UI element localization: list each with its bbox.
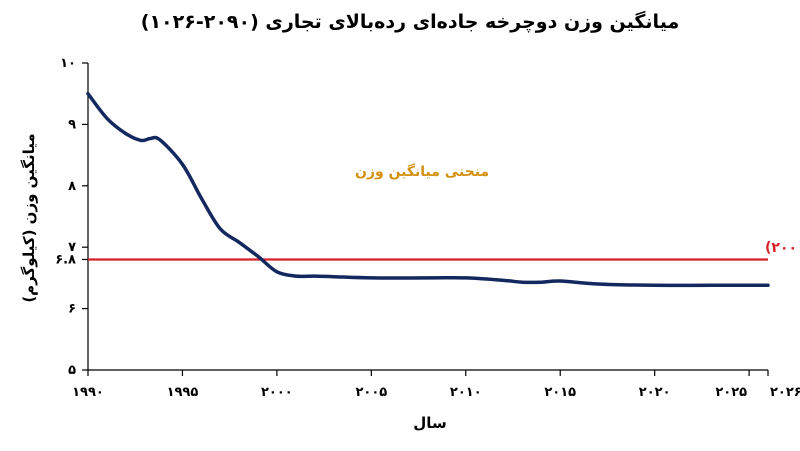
x-tick-label: ۲۰۲۵ (715, 385, 747, 400)
y-tick-label: ۹ (68, 117, 76, 132)
reference-line-label: محدودیت ثابت UCI (۶.۸ کیلوگرم از ۲۰۰۰) (765, 239, 800, 256)
y-tick-label: ۷ (68, 240, 76, 255)
axes: ۵ ۶ ۶.۸۷ ۸ ۹ ۱۰ ۱۹۹۰ ۱۹۹۵ ۲۰۰۰ ۲۰۰۵ ۲۰۱۰ ۲۰۱۵ ۲۰۲۰ ۲۰… (55, 56, 800, 400)
x-tick-label: ۲۰۰۵ (355, 385, 387, 400)
x-tick-label: ۲۰۲۰ (639, 385, 671, 400)
y-tick-label: ۱۰ (60, 56, 76, 71)
x-tick-label: ۲۰۱۰ (450, 385, 482, 400)
y-tick-label: ۶ (68, 302, 76, 317)
curve-annotation: منحنی میانگین وزن (355, 163, 489, 180)
x-tick-label: ۲۰۱۵ (544, 385, 576, 400)
y-tick-label: ۶.۸ (55, 252, 76, 267)
x-tick-label: ۱۹۹۵ (167, 385, 199, 400)
y-axis-label: میانگین وزن (کیلوگرم) (20, 133, 38, 302)
series-line (86, 91, 770, 288)
x-tick-label: ۲۰۲۶ (770, 385, 800, 400)
x-tick-label: ۱۹۹۰ (72, 385, 104, 400)
x-axis-label: سال (413, 414, 446, 432)
y-tick-label: ۵ (68, 363, 76, 378)
series-group (86, 91, 770, 288)
y-tick-label: ۸ (68, 179, 76, 194)
chart-title: میانگین وزن دوچرخه جاده‌ای رده‌بالای تجا… (141, 10, 679, 33)
x-tick-label: ۲۰۰۰ (261, 385, 293, 400)
